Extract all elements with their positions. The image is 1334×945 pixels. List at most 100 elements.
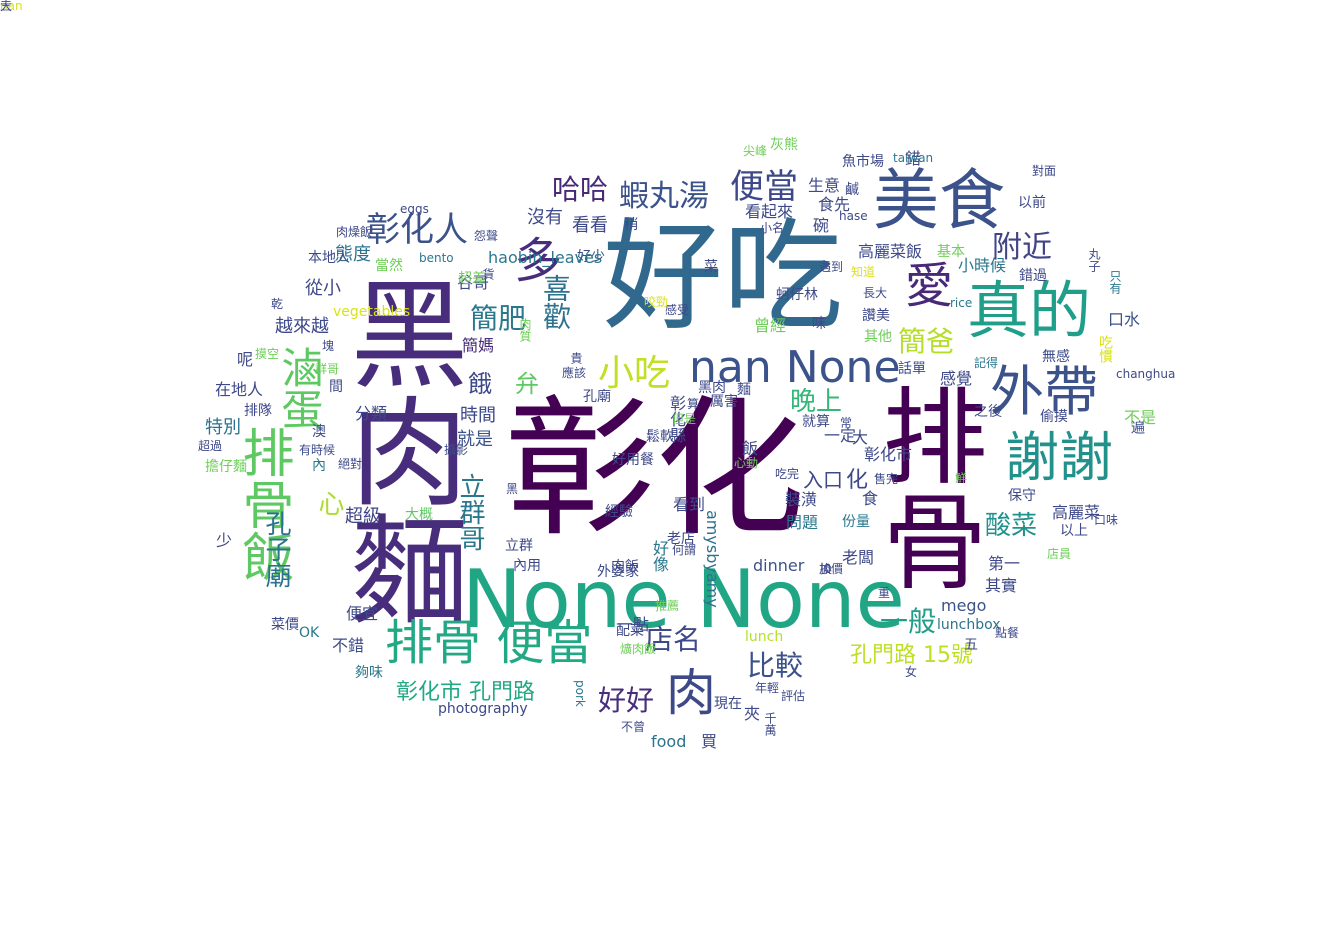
cloud-word: 貨 bbox=[481, 268, 495, 280]
cloud-word: 錯 bbox=[905, 149, 922, 168]
cloud-word: 黑 bbox=[506, 482, 519, 496]
cloud-word: 三 bbox=[0, 0, 13, 13]
cloud-word: 好用餐 bbox=[612, 452, 654, 468]
cloud-word: 話單 bbox=[898, 361, 926, 377]
cloud-word: 感覺 bbox=[940, 369, 973, 388]
cloud-word: mego bbox=[941, 596, 987, 615]
cloud-word: 口味 bbox=[1094, 513, 1119, 527]
cloud-word: 便宜 bbox=[346, 604, 379, 623]
cloud-word: 好好 bbox=[598, 684, 655, 717]
cloud-word: 鬆軟 bbox=[646, 429, 674, 445]
cloud-word: 味 bbox=[812, 316, 826, 332]
cloud-word: 超級 bbox=[345, 506, 381, 527]
cloud-word: 對面 bbox=[1032, 164, 1057, 178]
cloud-word: 不是 bbox=[1124, 408, 1157, 427]
cloud-word: 在地人 bbox=[215, 380, 264, 399]
cloud-word: 呢 bbox=[237, 350, 254, 369]
cloud-word: 大概 bbox=[405, 507, 433, 523]
cloud-word: 乾 bbox=[271, 297, 284, 311]
cloud-word: 長大 bbox=[863, 286, 888, 300]
cloud-word: 摸空 bbox=[255, 347, 280, 361]
cloud-word: 麵 bbox=[737, 382, 751, 398]
cloud-word: 黑肉麵 bbox=[330, 273, 468, 627]
cloud-word: 換 bbox=[820, 562, 833, 576]
cloud-word: 遍 bbox=[1129, 420, 1145, 434]
cloud-word: 愛 bbox=[905, 258, 954, 314]
cloud-word: 態度 bbox=[335, 244, 371, 265]
cloud-word: 基本 bbox=[937, 244, 965, 260]
cloud-word: 老店 bbox=[667, 531, 695, 547]
cloud-word: 擔仔麵 bbox=[205, 459, 247, 475]
cloud-word: 肉質 bbox=[518, 318, 532, 342]
cloud-word: 滷蛋 bbox=[275, 346, 324, 430]
cloud-word: 菜 bbox=[704, 259, 718, 275]
cloud-word: 夾 bbox=[744, 704, 761, 723]
cloud-word: 貴 bbox=[569, 352, 583, 364]
cloud-word: 女 bbox=[905, 665, 918, 679]
cloud-word: 一點 bbox=[617, 615, 650, 634]
cloud-word: pork bbox=[573, 680, 587, 707]
cloud-word: 好像 bbox=[650, 540, 669, 572]
cloud-word: 簡爸 bbox=[898, 325, 955, 358]
cloud-word: 彰化人 bbox=[366, 210, 468, 250]
cloud-word: 問題 bbox=[786, 513, 819, 532]
cloud-word: 第一 bbox=[988, 554, 1021, 573]
cloud-word: 以前 bbox=[1018, 195, 1046, 211]
cloud-word: amysbyamy bbox=[703, 510, 722, 608]
cloud-word: 一定 bbox=[824, 426, 857, 445]
cloud-word: 絕對 bbox=[338, 457, 363, 471]
cloud-word: 丸子 bbox=[1087, 248, 1101, 272]
cloud-word: 看到 bbox=[673, 495, 706, 514]
cloud-word: food bbox=[651, 732, 687, 751]
cloud-word: 當然 bbox=[375, 258, 403, 274]
cloud-word: bento bbox=[419, 251, 454, 265]
cloud-word: 其實 bbox=[985, 576, 1018, 595]
cloud-word: 間 bbox=[329, 379, 343, 395]
cloud-word: 點餐 bbox=[995, 626, 1020, 640]
cloud-word: rice bbox=[950, 296, 973, 310]
cloud-word: 大 bbox=[852, 428, 869, 447]
cloud-word: 谷哥 bbox=[457, 273, 490, 292]
cloud-word: 肉燥飯 bbox=[336, 225, 373, 239]
cloud-word: 食先 bbox=[818, 195, 851, 214]
cloud-word: 稍 bbox=[624, 217, 638, 233]
cloud-word: 年輕 bbox=[755, 681, 780, 695]
cloud-word: 晚上 bbox=[790, 387, 843, 417]
cloud-word: 小時候 bbox=[958, 256, 1007, 275]
cloud-word: 重 bbox=[878, 586, 891, 600]
cloud-word: 黑肉 bbox=[698, 380, 726, 396]
cloud-word: 謝謝 bbox=[1005, 426, 1113, 489]
cloud-word: 不曾 bbox=[621, 720, 646, 734]
cloud-word: nan None bbox=[689, 342, 901, 393]
cloud-word: 排骨 bbox=[865, 382, 987, 592]
cloud-word: 便當 bbox=[730, 167, 798, 207]
cloud-word: 其他 bbox=[864, 329, 892, 345]
cloud-word: dinner bbox=[753, 556, 805, 575]
cloud-word: 千萬 bbox=[763, 712, 777, 736]
cloud-word: 怨聲 bbox=[474, 229, 499, 243]
cloud-word: nan bbox=[0, 0, 23, 13]
cloud-word: 美食 bbox=[873, 162, 1005, 239]
cloud-word: 蚵仔林 bbox=[776, 287, 818, 303]
cloud-word: 彰化縣 bbox=[667, 395, 686, 443]
cloud-word: 灰熊 bbox=[770, 137, 798, 153]
cloud-word: 就算 bbox=[802, 414, 830, 430]
cloud-word: 碗 bbox=[813, 216, 830, 235]
cloud-word: 附近 bbox=[992, 230, 1052, 265]
cloud-word: 簡肥 bbox=[470, 302, 527, 335]
cloud-word: 算 bbox=[687, 397, 700, 411]
cloud-word: 鹹 bbox=[845, 182, 859, 198]
cloud-word: 記得 bbox=[974, 356, 999, 370]
cloud-word: 裝潢 bbox=[785, 490, 818, 509]
cloud-word: 排隊 bbox=[244, 403, 272, 419]
cloud-word: 群哥 bbox=[315, 362, 340, 376]
cloud-word: 本地人 bbox=[308, 250, 350, 266]
cloud-word: hase bbox=[839, 209, 868, 223]
cloud-word: 感受 bbox=[665, 303, 690, 317]
cloud-word: 簡媽 bbox=[462, 336, 495, 355]
cloud-word: 厲害 bbox=[710, 394, 738, 410]
cloud-word: 老闆 bbox=[842, 548, 875, 567]
cloud-word: 排骨 便當 bbox=[385, 615, 593, 671]
cloud-word: 多 bbox=[514, 233, 563, 289]
cloud-word: 蝦丸湯 bbox=[619, 179, 709, 214]
